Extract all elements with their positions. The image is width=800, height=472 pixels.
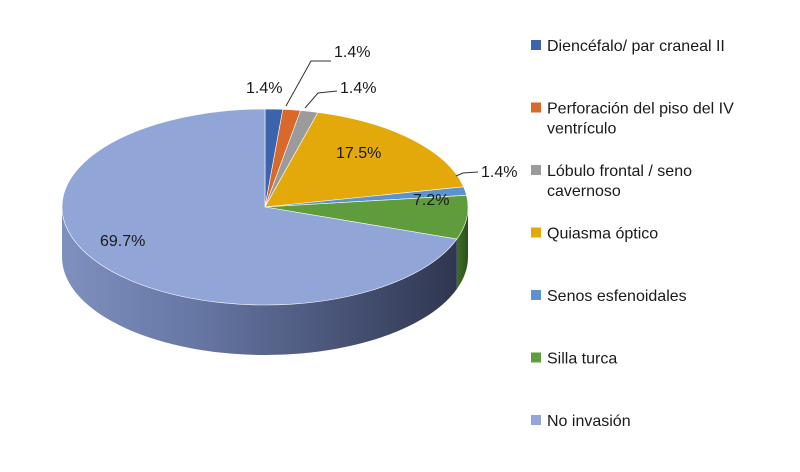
legend-label: Lóbulo frontal / seno [547, 163, 692, 180]
data-label-lobulo-frontal-seno-cavernoso: 1.4% [340, 80, 376, 97]
leader-line [285, 60, 331, 107]
slice-no-invasion [61, 108, 458, 306]
slice-side-no-invasion [62, 207, 457, 355]
data-label-no-invasion: 69.7% [100, 233, 145, 250]
legend-item-perforacion-del-piso-del-iv-ventriculo: Perforación del piso del IV ventrículo [531, 101, 734, 138]
legend-swatch [531, 290, 541, 300]
legend-label: No invasión [547, 413, 631, 430]
data-label-quiasma-optico: 17.5% [336, 145, 381, 162]
legend-label: ventrículo [547, 121, 616, 138]
legend-label: Senos esfenoidales [547, 288, 687, 305]
legend-swatch [531, 227, 541, 238]
data-label-perforacion-del-piso-del-iv-ventriculo: 1.4% [334, 44, 370, 61]
legend-label: cavernoso [547, 183, 621, 200]
legend-item-diencefalo-par-craneal-ii: Diencéfalo/ par craneal II [531, 38, 725, 55]
legend-swatch [531, 40, 541, 50]
legend-item-quiasma-optico: Quiasma óptico [531, 226, 658, 243]
legend-swatch [531, 165, 541, 175]
legend: Diencéfalo/ par craneal II Perforación de… [531, 38, 734, 430]
data-label-diencefalo-par-craneal-ii: 1.4% [246, 80, 282, 97]
leader-line [304, 90, 338, 109]
legend-label: Diencéfalo/ par craneal II [547, 38, 725, 55]
legend-swatch [531, 352, 541, 363]
data-labels: 1.4% 1.4% 1.4% 17.5% 1.4% 7.2% 69.7% [100, 44, 517, 250]
leader-line [455, 171, 479, 177]
legend-item-lobulo-frontal-seno-cavernoso: Lóbulo frontal / seno cavernoso [531, 163, 692, 200]
legend-item-no-invasion: No invasión [531, 413, 631, 430]
data-label-senos-esfenoidales: 1.4% [481, 164, 517, 181]
pie-body [61, 108, 469, 355]
legend-swatch [531, 415, 541, 425]
legend-item-senos-esfenoidales: Senos esfenoidales [531, 288, 687, 305]
legend-swatch [531, 102, 541, 113]
data-label-silla-turca: 7.2% [413, 192, 449, 209]
slice-side-silla-turca [456, 207, 468, 290]
legend-item-silla-turca: Silla turca [531, 351, 617, 368]
legend-label: Silla turca [547, 351, 617, 368]
slice-quiasma-optico [264, 112, 465, 208]
legend-label: Quiasma óptico [547, 226, 658, 243]
legend-label: Perforación del piso del IV [547, 101, 734, 118]
